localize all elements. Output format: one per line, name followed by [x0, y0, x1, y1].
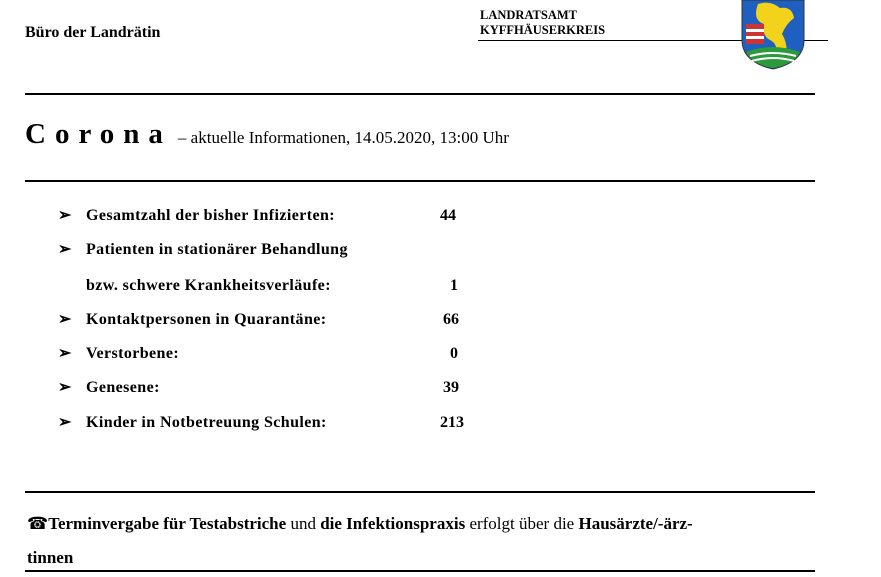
- stat-label: Patienten in stationärer Behandlung: [86, 241, 348, 258]
- stat-value: 39: [443, 379, 459, 396]
- footer-line-2: tinnen: [27, 548, 74, 567]
- footer-text: und: [286, 514, 321, 533]
- header-rule: [478, 40, 828, 41]
- bullet-arrow-icon: ➢: [58, 241, 72, 258]
- stat-label: Gesamtzahl der bisher Infizierten:: [86, 207, 335, 224]
- stat-value: 0: [450, 345, 458, 362]
- stat-row: ➢ Genesene:: [58, 378, 160, 398]
- title-subtitle: – aktuelle Informationen, 14.05.2020, 13…: [177, 128, 509, 147]
- org-line-1: LANDRATSAMT: [480, 8, 577, 22]
- divider: [25, 180, 815, 182]
- page-title: Corona – aktuelle Informationen, 14.05.20…: [25, 118, 509, 151]
- title-main: Corona: [25, 118, 172, 150]
- bullet-arrow-icon: ➢: [58, 311, 72, 328]
- bullet-arrow-icon: ➢: [58, 207, 72, 224]
- stat-value: 213: [440, 414, 464, 431]
- office-name: Büro der Landrätin: [25, 24, 161, 41]
- stat-row: bzw. schwere Krankheitsverläufe:: [86, 276, 331, 296]
- stat-row: ➢ Kinder in Notbetreuung Schulen:: [58, 413, 327, 433]
- bullet-arrow-icon: ➢: [58, 414, 72, 431]
- bullet-arrow-icon: ➢: [58, 379, 72, 396]
- telephone-icon: ☎: [27, 514, 49, 533]
- footer-bold-2: die Infektionspraxis: [320, 514, 466, 533]
- footer-line-1: ☎Terminvergabe für Testabstriche und die…: [27, 514, 693, 534]
- stat-label: Verstorbene:: [86, 345, 180, 362]
- stat-label: Genesene:: [86, 379, 160, 396]
- divider: [25, 570, 815, 572]
- stat-label: Kinder in Notbetreuung Schulen:: [86, 414, 327, 431]
- organization-name: LANDRATSAMT KYFFHÄUSERKREIS: [480, 8, 605, 38]
- footer-text: erfolgt über die: [465, 514, 579, 533]
- bullet-arrow-icon: ➢: [58, 345, 72, 362]
- divider: [25, 93, 815, 95]
- stat-row: ➢ Gesamtzahl der bisher Infizierten:: [58, 206, 335, 226]
- stat-value: 66: [443, 311, 459, 328]
- stat-row: ➢ Verstorbene:: [58, 344, 179, 364]
- divider: [25, 491, 815, 493]
- stat-value: 44: [440, 207, 456, 224]
- footer-bold-1: Terminvergabe für Testabstriche: [48, 514, 287, 533]
- coat-of-arms-logo: [741, 0, 805, 70]
- footer-bold-3: Hausärzte/-ärz-: [578, 514, 693, 533]
- stat-value: 1: [450, 277, 458, 294]
- stat-row: ➢ Patienten in stationärer Behandlung: [58, 240, 348, 260]
- stat-label: Kontaktpersonen in Quarantäne:: [86, 311, 327, 328]
- stat-row: ➢ Kontaktpersonen in Quarantäne:: [58, 310, 326, 330]
- org-line-2: KYFFHÄUSERKREIS: [480, 23, 606, 37]
- stat-label: bzw. schwere Krankheitsverläufe:: [86, 277, 331, 294]
